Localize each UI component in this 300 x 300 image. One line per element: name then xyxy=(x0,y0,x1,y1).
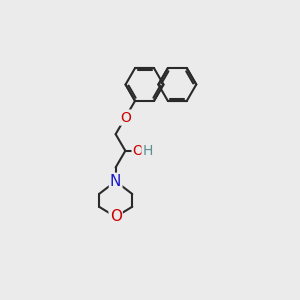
Text: O: O xyxy=(120,110,131,124)
Text: O: O xyxy=(110,209,122,224)
Text: H: H xyxy=(142,144,153,158)
Text: N: N xyxy=(110,174,121,189)
Text: O: O xyxy=(133,144,143,158)
